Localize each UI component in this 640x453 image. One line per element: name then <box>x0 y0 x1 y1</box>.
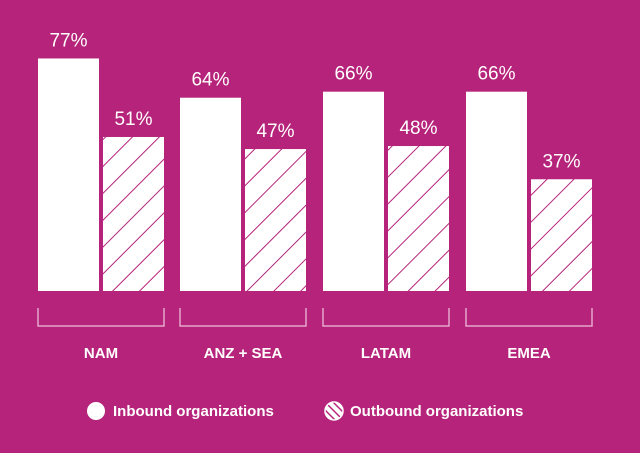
value-label: 51% <box>114 109 152 130</box>
legend-outbound-marker-outline <box>324 401 344 421</box>
value-label: 48% <box>399 118 437 139</box>
category-bracket <box>37 308 165 327</box>
category-label: EMEA <box>507 345 551 362</box>
legend-outbound-hatch-line <box>326 403 342 419</box>
category-label: LATAM <box>361 345 411 362</box>
value-label: 66% <box>477 64 515 85</box>
bars-group <box>38 58 592 292</box>
value-label: 77% <box>49 30 87 51</box>
value-label: 64% <box>191 70 229 91</box>
bar-outbound-anz-sea <box>245 149 306 291</box>
value-label: 37% <box>542 151 580 172</box>
value-labels-group: 77% 51% 64% 47% 66% 48% 66% 37% <box>49 30 580 172</box>
bar-outbound-emea <box>531 179 592 291</box>
bar-inbound-anz-sea <box>180 97 241 291</box>
value-label: 66% <box>334 64 372 85</box>
category-label: ANZ + SEA <box>204 345 283 362</box>
category-bracket <box>179 308 307 327</box>
bar-inbound-latam <box>323 91 384 292</box>
category-bracket <box>322 308 450 327</box>
legend: Inbound organizations Outbound organizati… <box>87 399 523 423</box>
bar-outbound-nam <box>103 136 164 291</box>
category-bracket <box>465 308 593 327</box>
category-label: NAM <box>84 345 118 362</box>
bar-inbound-nam <box>38 58 99 292</box>
bar-outbound-latam <box>388 146 449 291</box>
category-labels-group: NAM ANZ + SEA LATAM EMEA <box>84 345 551 362</box>
legend-inbound-label: Inbound organizations <box>113 403 274 420</box>
legend-outbound-label: Outbound organizations <box>350 403 523 420</box>
bar-inbound-emea <box>466 91 527 292</box>
category-brackets-group <box>37 308 593 327</box>
value-label: 47% <box>256 121 294 142</box>
legend-inbound-marker <box>87 402 105 420</box>
